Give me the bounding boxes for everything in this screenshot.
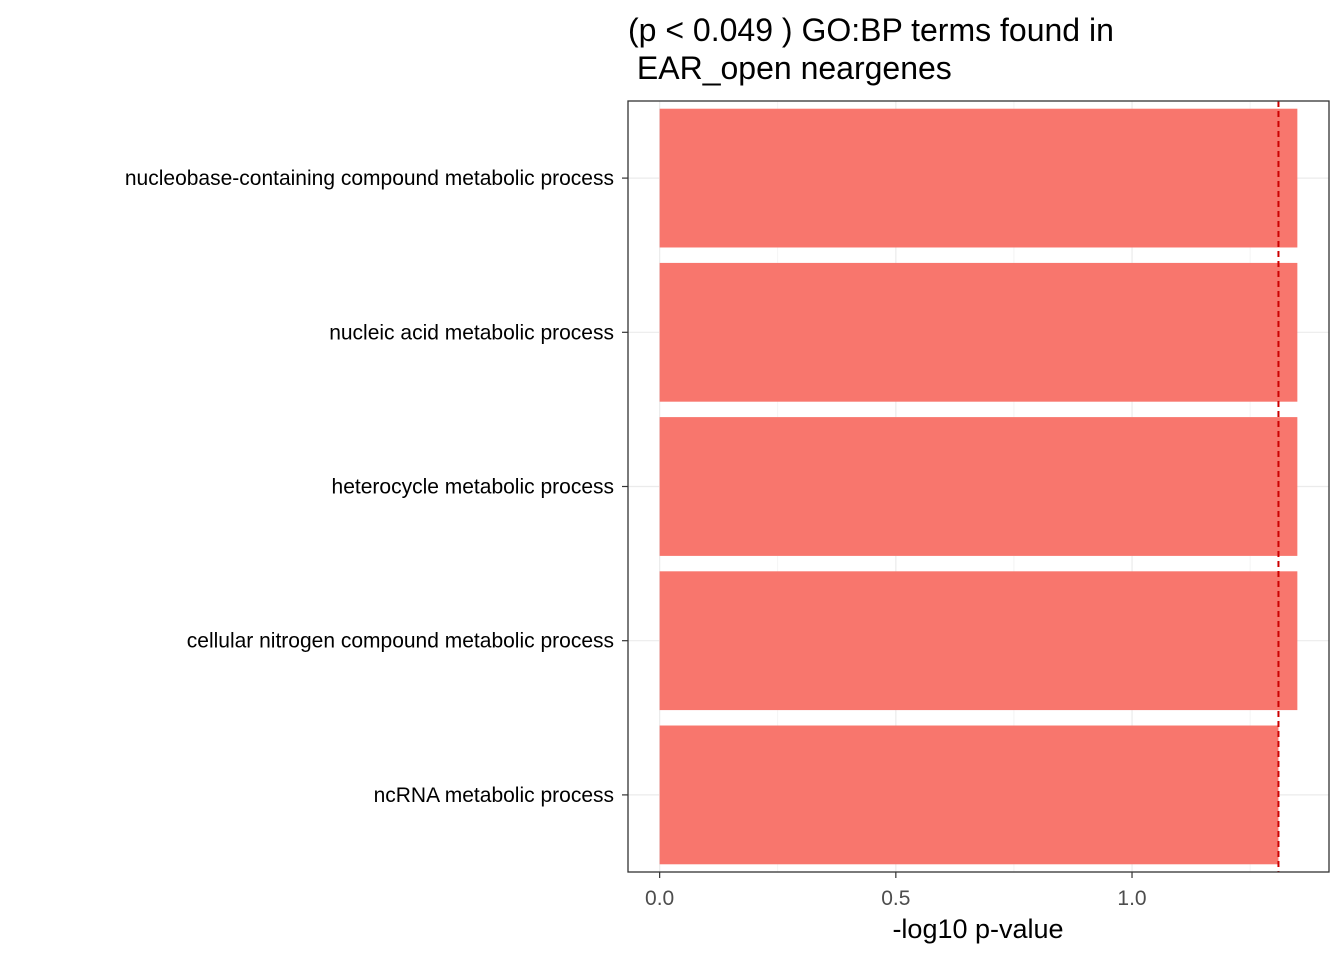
- y-tick-label: nucleic acid metabolic process: [329, 321, 614, 344]
- x-tick-label: 0.5: [881, 887, 910, 910]
- x-tick-label: 0.0: [645, 887, 674, 910]
- y-tick-label: cellular nitrogen compound metabolic pro…: [187, 630, 614, 653]
- y-tick-label: nucleobase-containing compound metabolic…: [125, 167, 614, 190]
- bar: [659, 571, 1298, 711]
- bars: [659, 108, 1298, 865]
- bar: [659, 417, 1298, 556]
- y-axis: nucleobase-containing compound metabolic…: [125, 167, 628, 807]
- bar: [659, 725, 1279, 865]
- x-axis: 0.0 0.5 1.0: [645, 872, 1147, 910]
- y-tick-label: ncRNA metabolic process: [374, 784, 614, 807]
- x-axis-title: -log10 p-value: [892, 914, 1063, 944]
- x-tick-label: 1.0: [1117, 887, 1146, 910]
- bar: [659, 108, 1298, 248]
- bar: [659, 262, 1298, 402]
- chart-title-line-1: (p < 0.049 ) GO:BP terms found in: [628, 12, 1114, 48]
- chart-title-line-2: EAR_open neargenes: [628, 50, 952, 86]
- y-tick-label: heterocycle metabolic process: [332, 476, 614, 499]
